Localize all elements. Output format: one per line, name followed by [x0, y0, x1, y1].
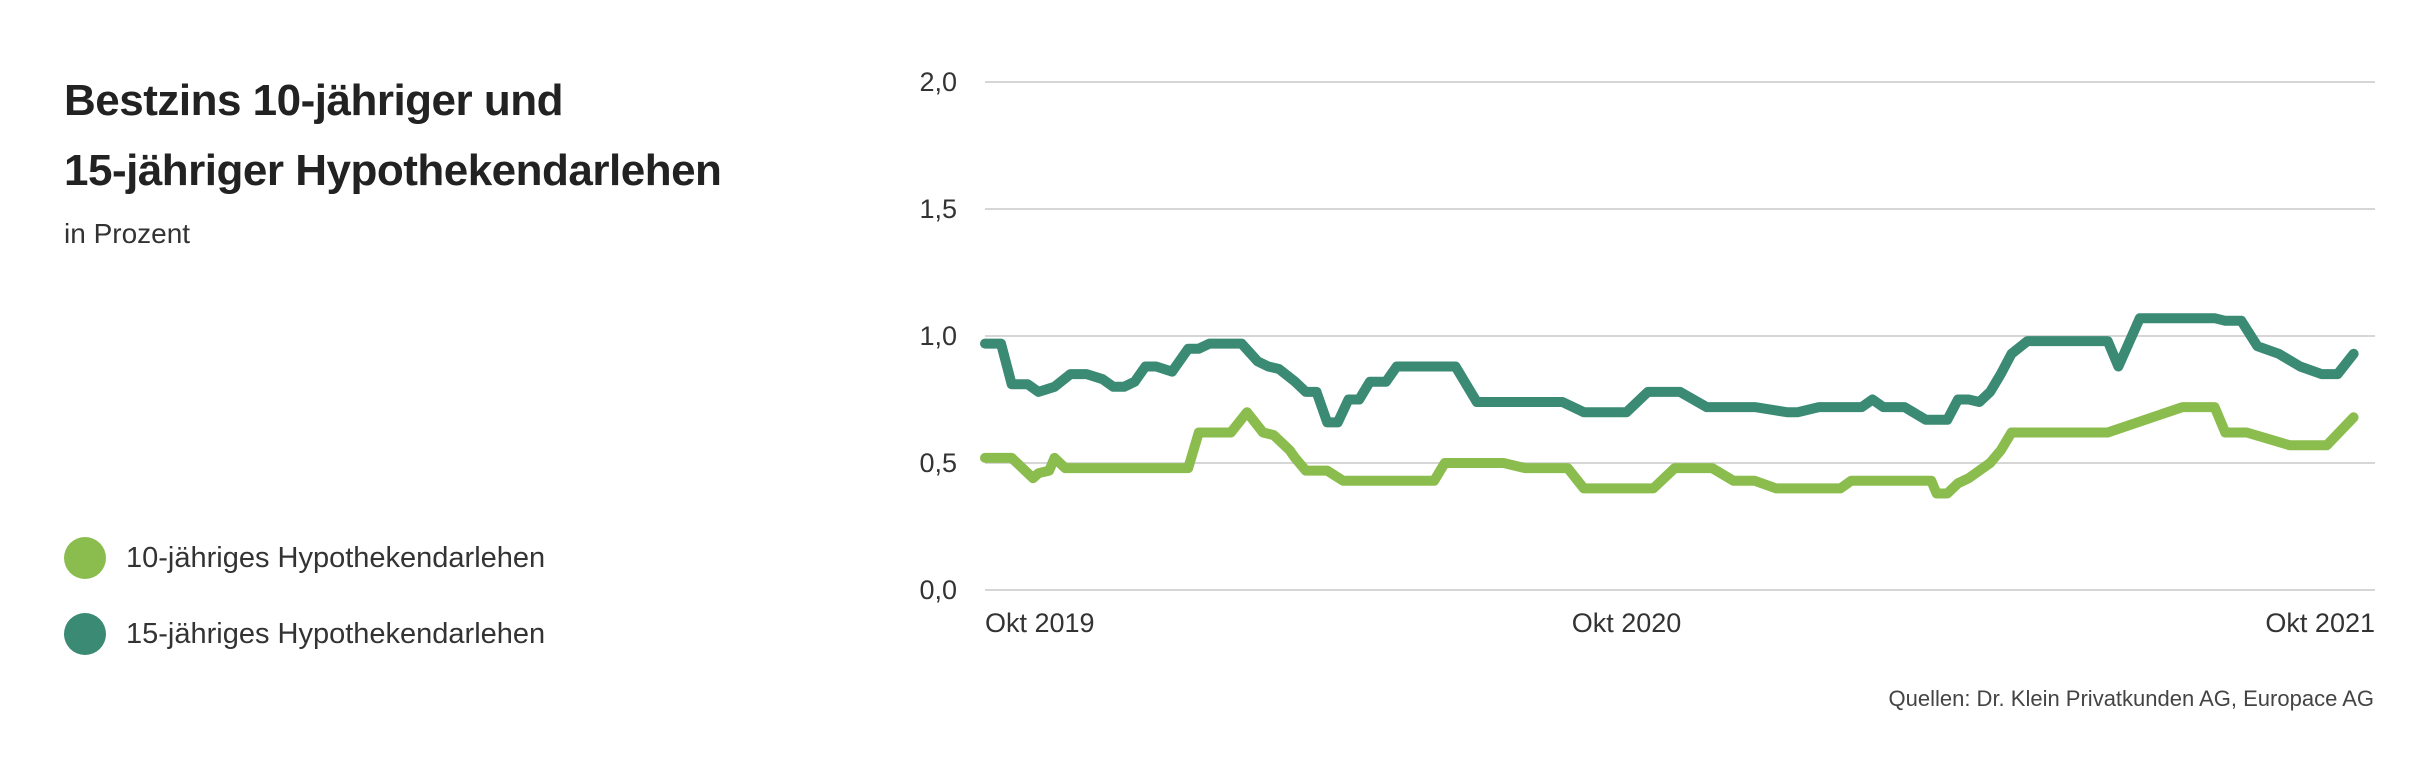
legend: 10-jähriges Hypothekendarlehen 15-jährig… [64, 520, 545, 672]
x-axis-ticks: Okt 2019 Okt 2020 Okt 2021 [985, 608, 2375, 638]
y-tick-label: 0,5 [919, 448, 957, 478]
series-lines [980, 313, 2359, 499]
x-tick-label: Okt 2021 [2265, 608, 2375, 638]
y-tick-label: 2,0 [919, 67, 957, 97]
x-tick-label: Okt 2020 [1572, 608, 1682, 638]
y-tick-label: 1,0 [919, 321, 957, 351]
series-line-15-year [980, 313, 2359, 428]
legend-swatch-15-year [64, 613, 106, 655]
chart-subtitle: in Prozent [64, 218, 191, 249]
legend-label-15-year: 15-jähriges Hypothekendarlehen [126, 617, 546, 650]
chart-title: Bestzins 10-jähriger und 15-jähriger Hyp… [64, 66, 884, 206]
source-note: Quellen: Dr. Klein Privatkunden AG, Euro… [1888, 686, 2375, 711]
series-line-10-year [980, 402, 2359, 499]
chart-title-line-1: Bestzins 10-jähriger und [64, 76, 564, 125]
x-tick-label: Okt 2019 [985, 608, 1095, 638]
legend-item-10-year: 10-jähriges Hypothekendarlehen [64, 520, 545, 596]
y-tick-label: 1,5 [919, 194, 957, 224]
gridlines [985, 81, 2375, 591]
chart-title-line-2: 15-jähriger Hypothekendarlehen [64, 146, 722, 195]
legend-swatch-10-year [64, 537, 106, 579]
legend-label-10-year: 10-jähriges Hypothekendarlehen [126, 541, 546, 574]
y-axis-ticks: 0,0 0,5 1,0 1,5 2,0 [919, 67, 957, 605]
y-tick-label: 0,0 [919, 575, 957, 605]
legend-item-15-year: 15-jähriges Hypothekendarlehen [64, 596, 545, 672]
